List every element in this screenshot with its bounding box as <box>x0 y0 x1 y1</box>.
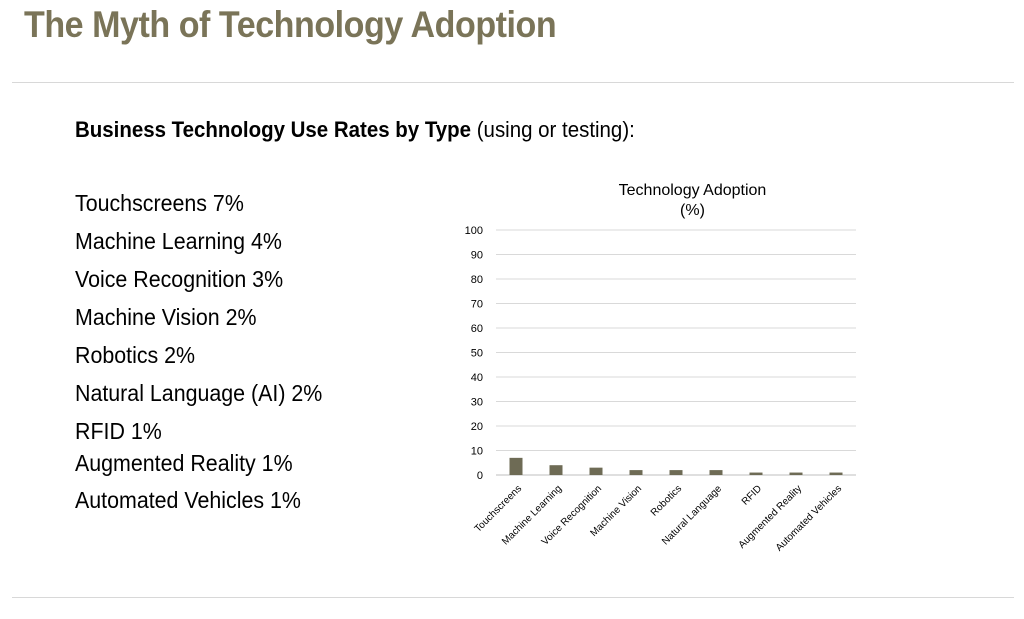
y-tick-label: 80 <box>471 274 483 286</box>
bar-robotics <box>669 470 683 475</box>
rate-item-robotics: Robotics 2% <box>75 342 196 368</box>
bar-machine-learning <box>549 465 563 475</box>
subheading: Business Technology Use Rates by Type (u… <box>75 117 635 143</box>
chart: Technology Adoption (%) 0 10 20 30 40 50 60 70 8… <box>450 175 870 555</box>
bar-automated-vehicles <box>829 472 843 475</box>
header-divider <box>12 82 1014 83</box>
chart-y-axis: 0 10 20 30 40 50 60 70 80 90 100 <box>465 225 483 482</box>
bar-touchscreens <box>509 457 523 475</box>
bar-augmented-reality <box>789 472 803 475</box>
chart-gridlines <box>496 229 856 476</box>
subheading-bold: Business Technology Use Rates by Type <box>75 117 472 142</box>
rate-item-automated-vehicles: Automated Vehicles 1% <box>75 487 301 513</box>
footer-divider <box>12 597 1014 598</box>
rate-item-augmented-reality: Augmented Reality 1% <box>75 450 293 476</box>
y-tick-label: 70 <box>471 299 483 311</box>
y-tick-label: 90 <box>471 250 483 262</box>
chart-bars <box>509 457 843 475</box>
rate-item-touchscreens: Touchscreens 7% <box>75 190 244 216</box>
y-tick-label: 40 <box>471 372 483 384</box>
y-tick-label: 60 <box>471 323 483 335</box>
x-tick-label-robotics: Robotics <box>649 483 684 518</box>
rate-item-machine-vision: Machine Vision 2% <box>75 304 257 330</box>
x-tick-label-rfid: RFID <box>740 483 764 507</box>
bar-natural-language <box>709 470 723 475</box>
rate-item-natural-language: Natural Language (AI) 2% <box>75 380 323 406</box>
chart-title-unit: (%) <box>680 202 705 219</box>
y-tick-label: 50 <box>471 348 483 360</box>
page-title: The Myth of Technology Adoption <box>24 4 557 45</box>
y-tick-label: 0 <box>477 470 483 482</box>
rate-item-machine-learning: Machine Learning 4% <box>75 228 282 254</box>
bar-machine-vision <box>629 470 643 475</box>
rate-item-voice-recognition: Voice Recognition 3% <box>75 266 284 292</box>
chart-title: Technology Adoption <box>618 182 767 199</box>
bar-voice-recognition <box>589 467 603 475</box>
x-tick-label-automated-vehicles: Automated Vehicles <box>774 483 844 553</box>
y-tick-label: 30 <box>471 397 483 409</box>
rate-item-rfid: RFID 1% <box>75 418 162 444</box>
y-tick-label: 10 <box>471 446 483 458</box>
y-tick-label: 100 <box>465 225 483 237</box>
y-tick-label: 20 <box>471 421 483 433</box>
subheading-qualifier: (using or testing): <box>471 117 635 142</box>
chart-plot: 0 10 20 30 40 50 60 70 80 90 100 TouchscreensMachi… <box>465 225 856 554</box>
bar-rfid <box>749 472 763 475</box>
